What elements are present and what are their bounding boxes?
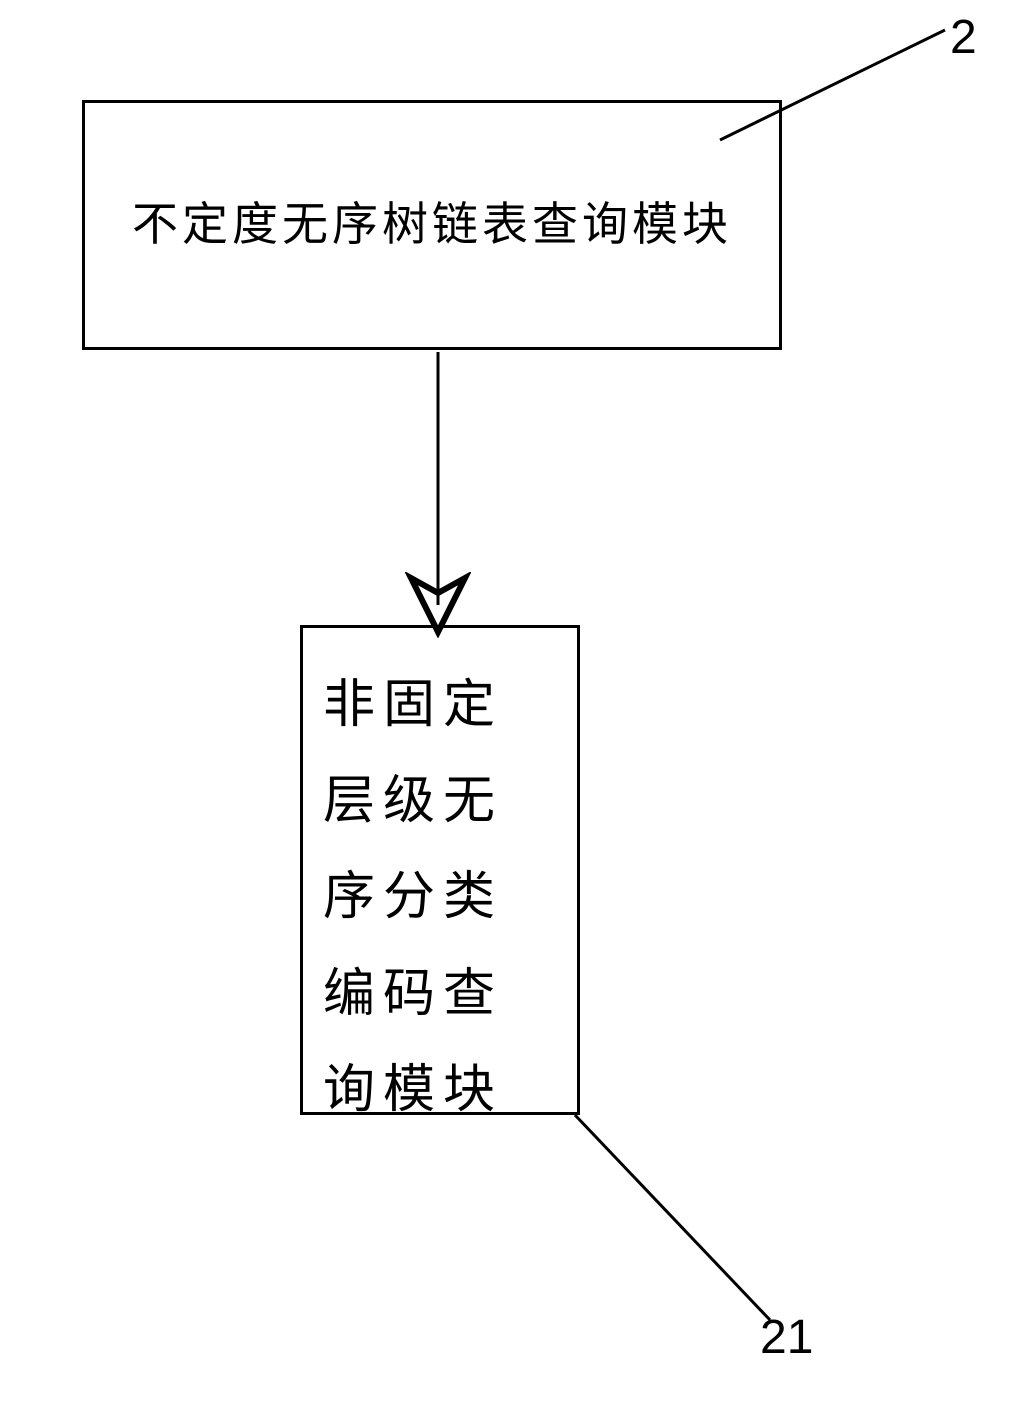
top-module-box: 不定度无序树链表查询模块 (82, 100, 782, 350)
bottom-module-text: 非固定层级无序分类编码查询模块 (323, 658, 557, 1139)
leader-line-21 (575, 1115, 770, 1320)
top-module-text: 不定度无序树链表查询模块 (112, 197, 752, 252)
label-21: 21 (760, 1310, 813, 1365)
label-2: 2 (950, 10, 977, 65)
bottom-module-box: 非固定层级无序分类编码查询模块 (300, 625, 580, 1115)
